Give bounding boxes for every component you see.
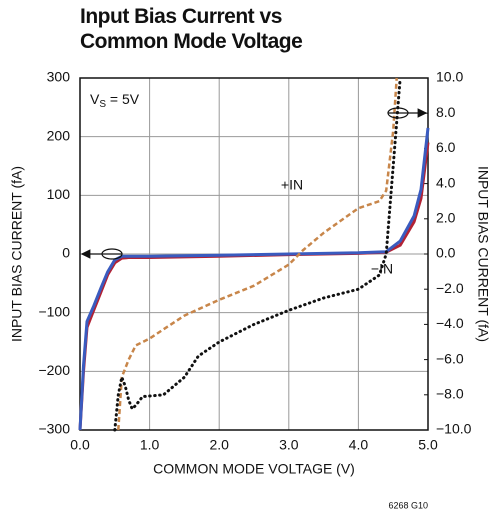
supply-symbol: V	[90, 91, 100, 107]
y2-tick-label: 0.0	[436, 245, 456, 261]
y-tick-label: 200	[47, 127, 71, 143]
supply-subscript: S	[99, 99, 106, 110]
x-tick-label: 5.0	[418, 437, 438, 453]
y2-tick-label: −6.0	[436, 350, 464, 366]
y2-tick-label: 4.0	[436, 174, 456, 190]
data-line	[78, 127, 430, 431]
y-tick-label: 300	[47, 69, 71, 85]
y2-axis-label: INPUT BIAS CURRENT (fA)	[475, 166, 491, 342]
y2-tick-label: 6.0	[436, 139, 456, 155]
plot-frame	[79, 77, 429, 431]
x-tick-label: 2.0	[209, 437, 229, 453]
y2-tick-label: −4.0	[436, 315, 464, 331]
y2-tick-label: −8.0	[436, 386, 464, 402]
x-tick-label: 0.0	[70, 437, 90, 453]
series-label: −IN	[371, 261, 393, 277]
y2-tick-label: −2.0	[436, 280, 464, 296]
x-tick-label: 1.0	[140, 437, 160, 453]
y-axis-label: INPUT BIAS CURRENT (fA)	[9, 166, 25, 342]
supply-text: = 5V	[106, 91, 140, 107]
y2-tick-label: 8.0	[436, 104, 456, 120]
x-tick-label: 4.0	[349, 437, 369, 453]
chart-title: Input Bias Current vs Common Mode Voltag…	[80, 5, 303, 53]
y2-tick-label: 2.0	[436, 210, 456, 226]
y2-tick-label: 10.0	[436, 69, 463, 85]
y-tick-label: 0	[62, 245, 70, 261]
y-tick-label: 100	[47, 186, 71, 202]
y-tick-label: −300	[38, 421, 70, 437]
supply-label: VS = 5V	[90, 91, 140, 110]
series-label: +IN	[281, 177, 303, 193]
y-tick-label: −200	[38, 362, 70, 378]
x-axis-label: COMMON MODE VOLTAGE (V)	[153, 461, 355, 477]
data-line	[117, 77, 398, 431]
x-tick-label: 3.0	[279, 437, 299, 453]
y-tick-label: −100	[38, 303, 70, 319]
footnote: 6268 G10	[388, 500, 428, 510]
data-line	[113, 76, 402, 432]
y2-tick-label: −10.0	[436, 421, 472, 437]
